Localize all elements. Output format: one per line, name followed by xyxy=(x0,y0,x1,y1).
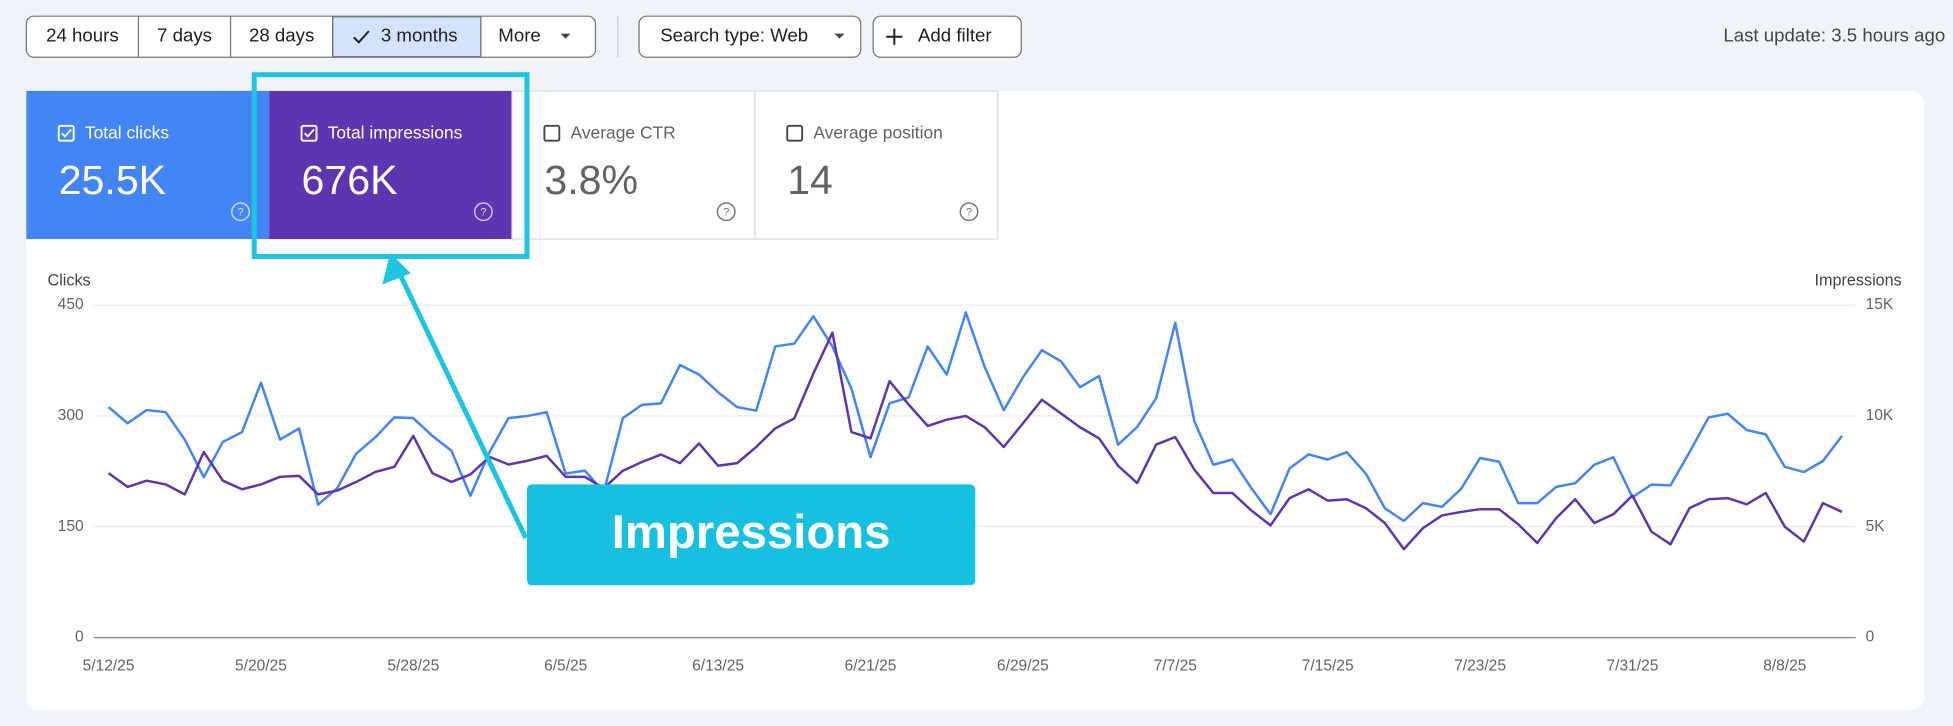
x-tick-label: 5/12/25 xyxy=(83,657,135,674)
x-tick-label: 6/5/25 xyxy=(544,657,587,674)
y-tick-label: 0 xyxy=(75,629,84,646)
x-tick-label: 6/13/25 xyxy=(692,657,744,674)
metric-card[interactable] xyxy=(511,90,756,240)
x-tick-label: 7/7/25 xyxy=(1154,657,1197,674)
y-tick-label: 450 xyxy=(58,296,84,313)
series-line xyxy=(107,331,1843,551)
dropdown-icon xyxy=(834,33,845,39)
checkbox-tick xyxy=(61,128,72,138)
range-button[interactable]: 28 days xyxy=(249,25,314,46)
metric-card[interactable] xyxy=(754,90,999,240)
y-axis-title: Clicks xyxy=(48,272,91,290)
metric-value: 676K xyxy=(302,157,398,203)
checkbox-tick xyxy=(304,128,315,138)
y2-tick-label: 15K xyxy=(1866,296,1894,313)
x-tick-label: 8/8/25 xyxy=(1763,657,1806,674)
metric-label: Total impressions xyxy=(328,122,463,142)
range-button[interactable]: 3 months xyxy=(381,25,458,46)
help-glyph: ? xyxy=(237,206,243,218)
help-icon xyxy=(473,202,493,222)
y-tick-label: 150 xyxy=(58,518,84,535)
help-glyph: ? xyxy=(480,206,486,218)
arrow-head xyxy=(382,252,411,285)
x-tick-label: 5/20/25 xyxy=(235,657,287,674)
range-button[interactable]: More xyxy=(498,25,541,46)
add-filter-button[interactable] xyxy=(872,15,1022,58)
metric-label: Average CTR xyxy=(571,122,676,142)
callout-box xyxy=(526,484,976,586)
callout-text: Impressions xyxy=(612,506,891,559)
y2-axis-title: Impressions xyxy=(1815,272,1902,290)
panel xyxy=(26,90,1925,710)
checkbox xyxy=(543,124,561,142)
help-glyph: ? xyxy=(966,206,972,218)
dropdown-icon xyxy=(560,33,571,39)
metric-card[interactable] xyxy=(26,90,270,240)
metric-card[interactable] xyxy=(269,90,513,240)
help-icon xyxy=(716,202,736,222)
y2-tick-label: 0 xyxy=(1866,629,1875,646)
y-tick-label: 300 xyxy=(58,407,84,424)
help-icon xyxy=(959,202,979,222)
metric-label: Average position xyxy=(813,122,942,142)
filter-label: Search type: Web xyxy=(660,25,808,46)
y2-tick-label: 5K xyxy=(1866,518,1886,535)
metric-value: 14 xyxy=(787,157,833,203)
metric-value: 3.8% xyxy=(544,157,638,203)
x-tick-label: 7/15/25 xyxy=(1302,657,1354,674)
checkbox xyxy=(300,124,318,142)
x-tick-label: 7/23/25 xyxy=(1454,657,1506,674)
last-update: Last update: 3.5 hours ago xyxy=(1723,25,1945,46)
metric-value: 25.5K xyxy=(59,157,166,203)
plus-icon xyxy=(886,28,903,45)
checkbox xyxy=(57,124,75,142)
range-button[interactable]: 24 hours xyxy=(46,25,119,46)
metric-label: Total clicks xyxy=(85,122,170,142)
check-icon xyxy=(353,30,370,44)
add-filter-label: Add filter xyxy=(918,25,992,46)
help-glyph: ? xyxy=(723,206,729,218)
checkbox xyxy=(786,124,804,142)
filter-button[interactable] xyxy=(638,15,862,58)
x-tick-label: 7/31/25 xyxy=(1606,657,1658,674)
series-line xyxy=(107,311,1843,523)
x-tick-label: 6/21/25 xyxy=(845,657,897,674)
help-icon xyxy=(231,202,251,222)
arrow-shaft xyxy=(396,270,528,540)
y2-tick-label: 10K xyxy=(1866,407,1894,424)
range-button[interactable]: 7 days xyxy=(157,25,212,46)
x-tick-label: 5/28/25 xyxy=(387,657,439,674)
x-tick-label: 6/29/25 xyxy=(997,657,1049,674)
